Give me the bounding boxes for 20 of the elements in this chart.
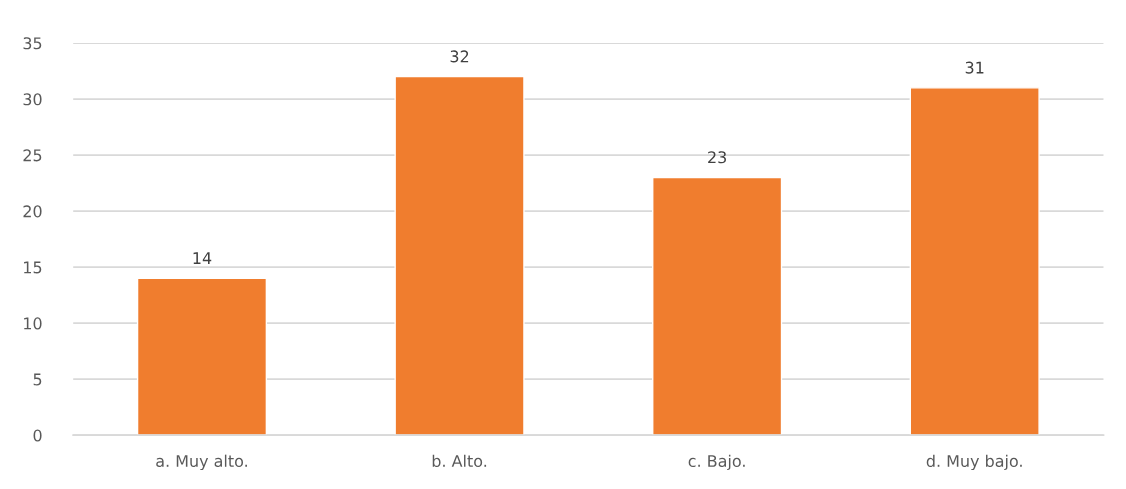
y-tick-label: 30 <box>23 93 42 106</box>
data-label: 31 <box>965 61 984 74</box>
bar <box>136 277 268 436</box>
y-tick-label: 0 <box>33 429 42 442</box>
x-tick-label: d. Muy bajo. <box>926 454 1022 471</box>
y-tick-label: 35 <box>23 37 42 50</box>
x-tick-label: c. Bajo. <box>688 454 745 471</box>
y-tick-label: 15 <box>24 261 42 274</box>
data-label: 32 <box>450 50 469 63</box>
x-tick-label: b. Alto. <box>432 454 487 468</box>
y-tick-label: 5 <box>33 373 42 386</box>
data-label: 23 <box>708 151 726 164</box>
data-label: 14 <box>193 252 212 264</box>
y-tick-label: 25 <box>23 149 42 162</box>
bar <box>909 87 1040 436</box>
x-tick-label: a. Muy alto. <box>156 454 247 471</box>
y-tick-label: 20 <box>23 205 42 218</box>
y-tick-label: 10 <box>24 317 42 330</box>
bar <box>652 176 783 436</box>
bar <box>394 75 525 436</box>
